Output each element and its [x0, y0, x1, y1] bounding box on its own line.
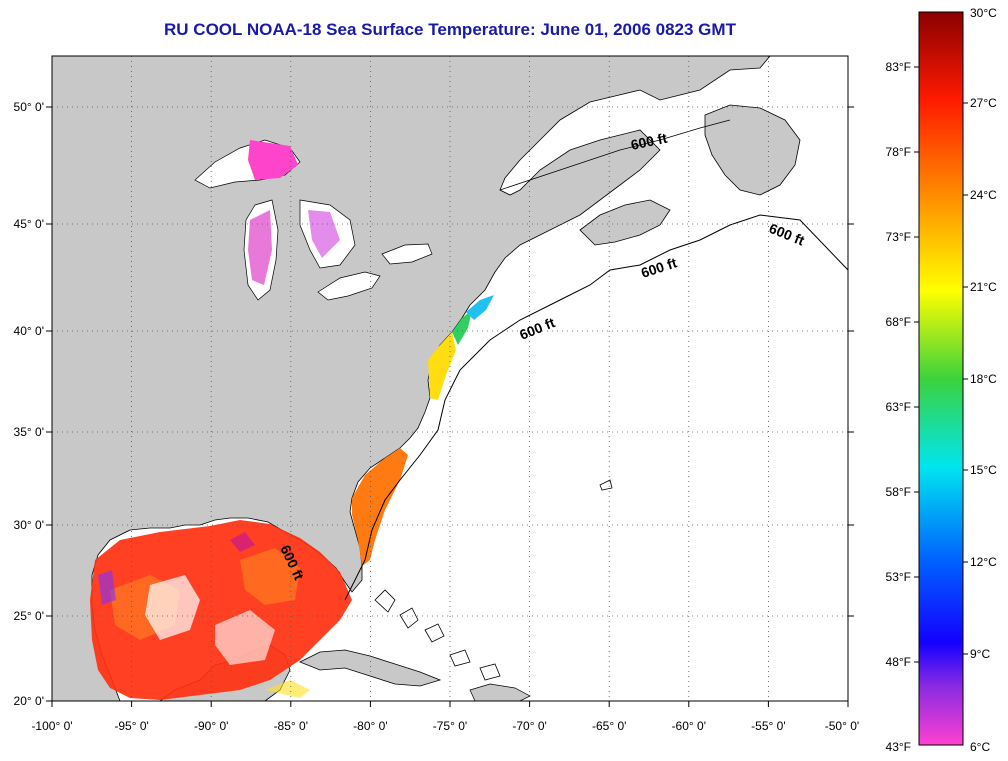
lake-erie — [317, 271, 381, 301]
colorbar-celsius-label: 30°C — [970, 6, 997, 20]
latitude-label: 45° 0' — [14, 217, 44, 231]
colorbar-fahrenheit-label: 53°F — [886, 570, 911, 584]
colorbar-ticks — [914, 66, 968, 663]
colorbar-gradient — [918, 11, 964, 746]
600ft-contour-line — [344, 214, 848, 601]
latitude-label: 30° 0' — [14, 518, 44, 532]
east-coast-sst-layer — [352, 295, 494, 566]
colorbar-fahrenheit-label: 48°F — [886, 655, 911, 669]
colorbar-fahrenheit-label: 43°F — [886, 740, 911, 754]
longitude-label: -55° 0' — [751, 719, 785, 733]
latitude-labels: 50° 0' 45° 0' 40° 0' 35° 0' 30° 0' 25° 0… — [14, 100, 44, 708]
gulf-sst-layer — [90, 520, 352, 700]
newfoundland-land — [704, 104, 801, 196]
latitude-label: 35° 0' — [14, 425, 44, 439]
nova-scotia-land — [579, 199, 671, 246]
latitude-label: 50° 0' — [14, 100, 44, 114]
colorbar-fahrenheit-label: 68°F — [886, 315, 911, 329]
colorbar-fahrenheit-label: 63°F — [886, 400, 911, 414]
north-america-land — [52, 56, 771, 701]
hispaniola-land — [469, 683, 531, 701]
tick-marks — [46, 106, 854, 707]
colorbar-celsius-label: 27°C — [970, 96, 997, 110]
colorbar: 30°C 27°C 24°C 21°C 18°C 15°C 12°C 9°C 6… — [886, 6, 998, 754]
lake-ontario — [381, 243, 433, 265]
longitude-label: -85° 0' — [274, 719, 308, 733]
cuba-land — [299, 649, 442, 687]
lake-huron-sst — [308, 210, 340, 258]
map-plot-area: 600 ft 600 ft 600 ft 600 ft 600 ft — [52, 56, 848, 701]
map-title: RU COOL NOAA-18 Sea Surface Temperature:… — [164, 20, 736, 39]
colorbar-celsius-label: 12°C — [970, 555, 997, 569]
bahamas-islands — [374, 479, 613, 681]
longitude-label: -90° 0' — [194, 719, 228, 733]
colorbar-celsius-label: 6°C — [970, 740, 990, 754]
colorbar-celsius-label: 18°C — [970, 372, 997, 386]
colorbar-fahrenheit-label: 58°F — [886, 485, 911, 499]
contour-label: 600 ft — [629, 130, 668, 153]
lake-michigan-sst — [248, 210, 272, 285]
lake-superior-sst — [248, 140, 298, 180]
longitude-label: -65° 0' — [592, 719, 626, 733]
longitude-label: -80° 0' — [353, 719, 387, 733]
colorbar-fahrenheit-label: 73°F — [886, 230, 911, 244]
longitude-labels: -100° 0' -95° 0' -90° 0' -85° 0' -80° 0'… — [31, 719, 859, 733]
colorbar-celsius-label: 21°C — [970, 280, 997, 294]
longitude-label: -100° 0' — [31, 719, 72, 733]
latitude-label: 20° 0' — [14, 694, 44, 708]
shelf-outline — [499, 119, 731, 191]
longitude-label: -50° 0' — [825, 719, 859, 733]
latitude-label: 40° 0' — [14, 324, 44, 338]
longitude-label: -75° 0' — [433, 719, 467, 733]
longitude-label: -60° 0' — [672, 719, 706, 733]
colorbar-celsius-label: 9°C — [970, 647, 990, 661]
colorbar-fahrenheit-label: 78°F — [886, 145, 911, 159]
longitude-label: -95° 0' — [114, 719, 148, 733]
colorbar-celsius-label: 15°C — [970, 463, 997, 477]
latitude-label: 25° 0' — [14, 609, 44, 623]
colorbar-celsius-label: 24°C — [970, 188, 997, 202]
longitude-label: -70° 0' — [512, 719, 546, 733]
colorbar-fahrenheit-label: 83°F — [886, 60, 911, 74]
